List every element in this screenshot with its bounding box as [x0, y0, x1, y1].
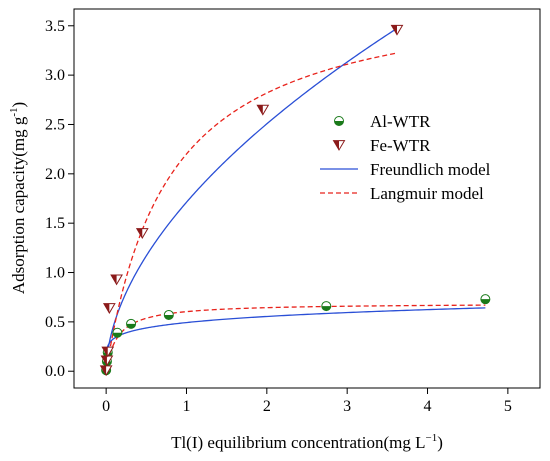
x-tick-label: 0: [102, 398, 110, 415]
y-tick-label: 1.0: [45, 265, 65, 282]
fe-wtr-point: [390, 24, 404, 36]
fe-wtr-point: [110, 274, 123, 286]
y-axis-ticks: 0.0 0.5 1.0 1.5 2.0 2.5 3.0 3.5: [45, 18, 74, 380]
x-axis-title: Tl(I) equilibrium concentration(mg L−1): [171, 432, 443, 452]
al-wtr-point: [480, 294, 491, 305]
legend-symbol-al-wtr: [334, 116, 344, 126]
y-tick-label: 3.5: [45, 18, 65, 35]
fe-wtr-point: [135, 228, 149, 239]
y-tick-label: 2.0: [45, 166, 65, 183]
legend: Al-WTR Fe-WTR Freundlich model Langmuir mod…: [320, 112, 491, 203]
al-wtr-point: [126, 318, 137, 329]
al-wtr-point: [163, 309, 174, 320]
fe-wtr-point: [99, 365, 113, 377]
fe-wtr-point: [101, 346, 115, 358]
freundlich-fit-curve: [105, 27, 398, 365]
x-tick-label: 4: [424, 398, 432, 415]
legend-label: Freundlich model: [370, 160, 491, 179]
fe-wtr-point: [256, 104, 270, 116]
model-curves: [105, 27, 486, 370]
al-wtr-point: [321, 301, 332, 312]
langmuir-fit-curve: [105, 52, 398, 370]
plot-area: [73, 8, 541, 389]
y-tick-label: 3.0: [45, 67, 65, 84]
y-tick-label: 1.5: [45, 215, 65, 232]
y-tick-label: 2.5: [45, 116, 65, 133]
x-tick-label: 3: [343, 398, 351, 415]
x-tick-label: 1: [182, 398, 190, 415]
legend-label: Fe-WTR: [370, 136, 431, 155]
al-wtr-point: [112, 327, 123, 338]
y-tick-label: 0.0: [45, 363, 65, 380]
legend-symbol-fe-wtr: [332, 140, 346, 151]
y-tick-label: 0.5: [45, 314, 65, 331]
x-tick-label: 5: [504, 398, 512, 415]
fe-wtr-point: [102, 303, 116, 314]
y-axis-title: Adsorption capacity(mg g-1): [8, 102, 28, 294]
langmuir-fit-curve: [105, 304, 486, 370]
legend-label: Langmuir model: [370, 184, 484, 203]
x-tick-label: 2: [263, 398, 271, 415]
x-axis-ticks: 0 1 2 3 4 5: [102, 388, 512, 415]
data-points: [99, 24, 491, 377]
legend-label: Al-WTR: [370, 112, 431, 131]
freundlich-fit-curve: [105, 307, 486, 354]
